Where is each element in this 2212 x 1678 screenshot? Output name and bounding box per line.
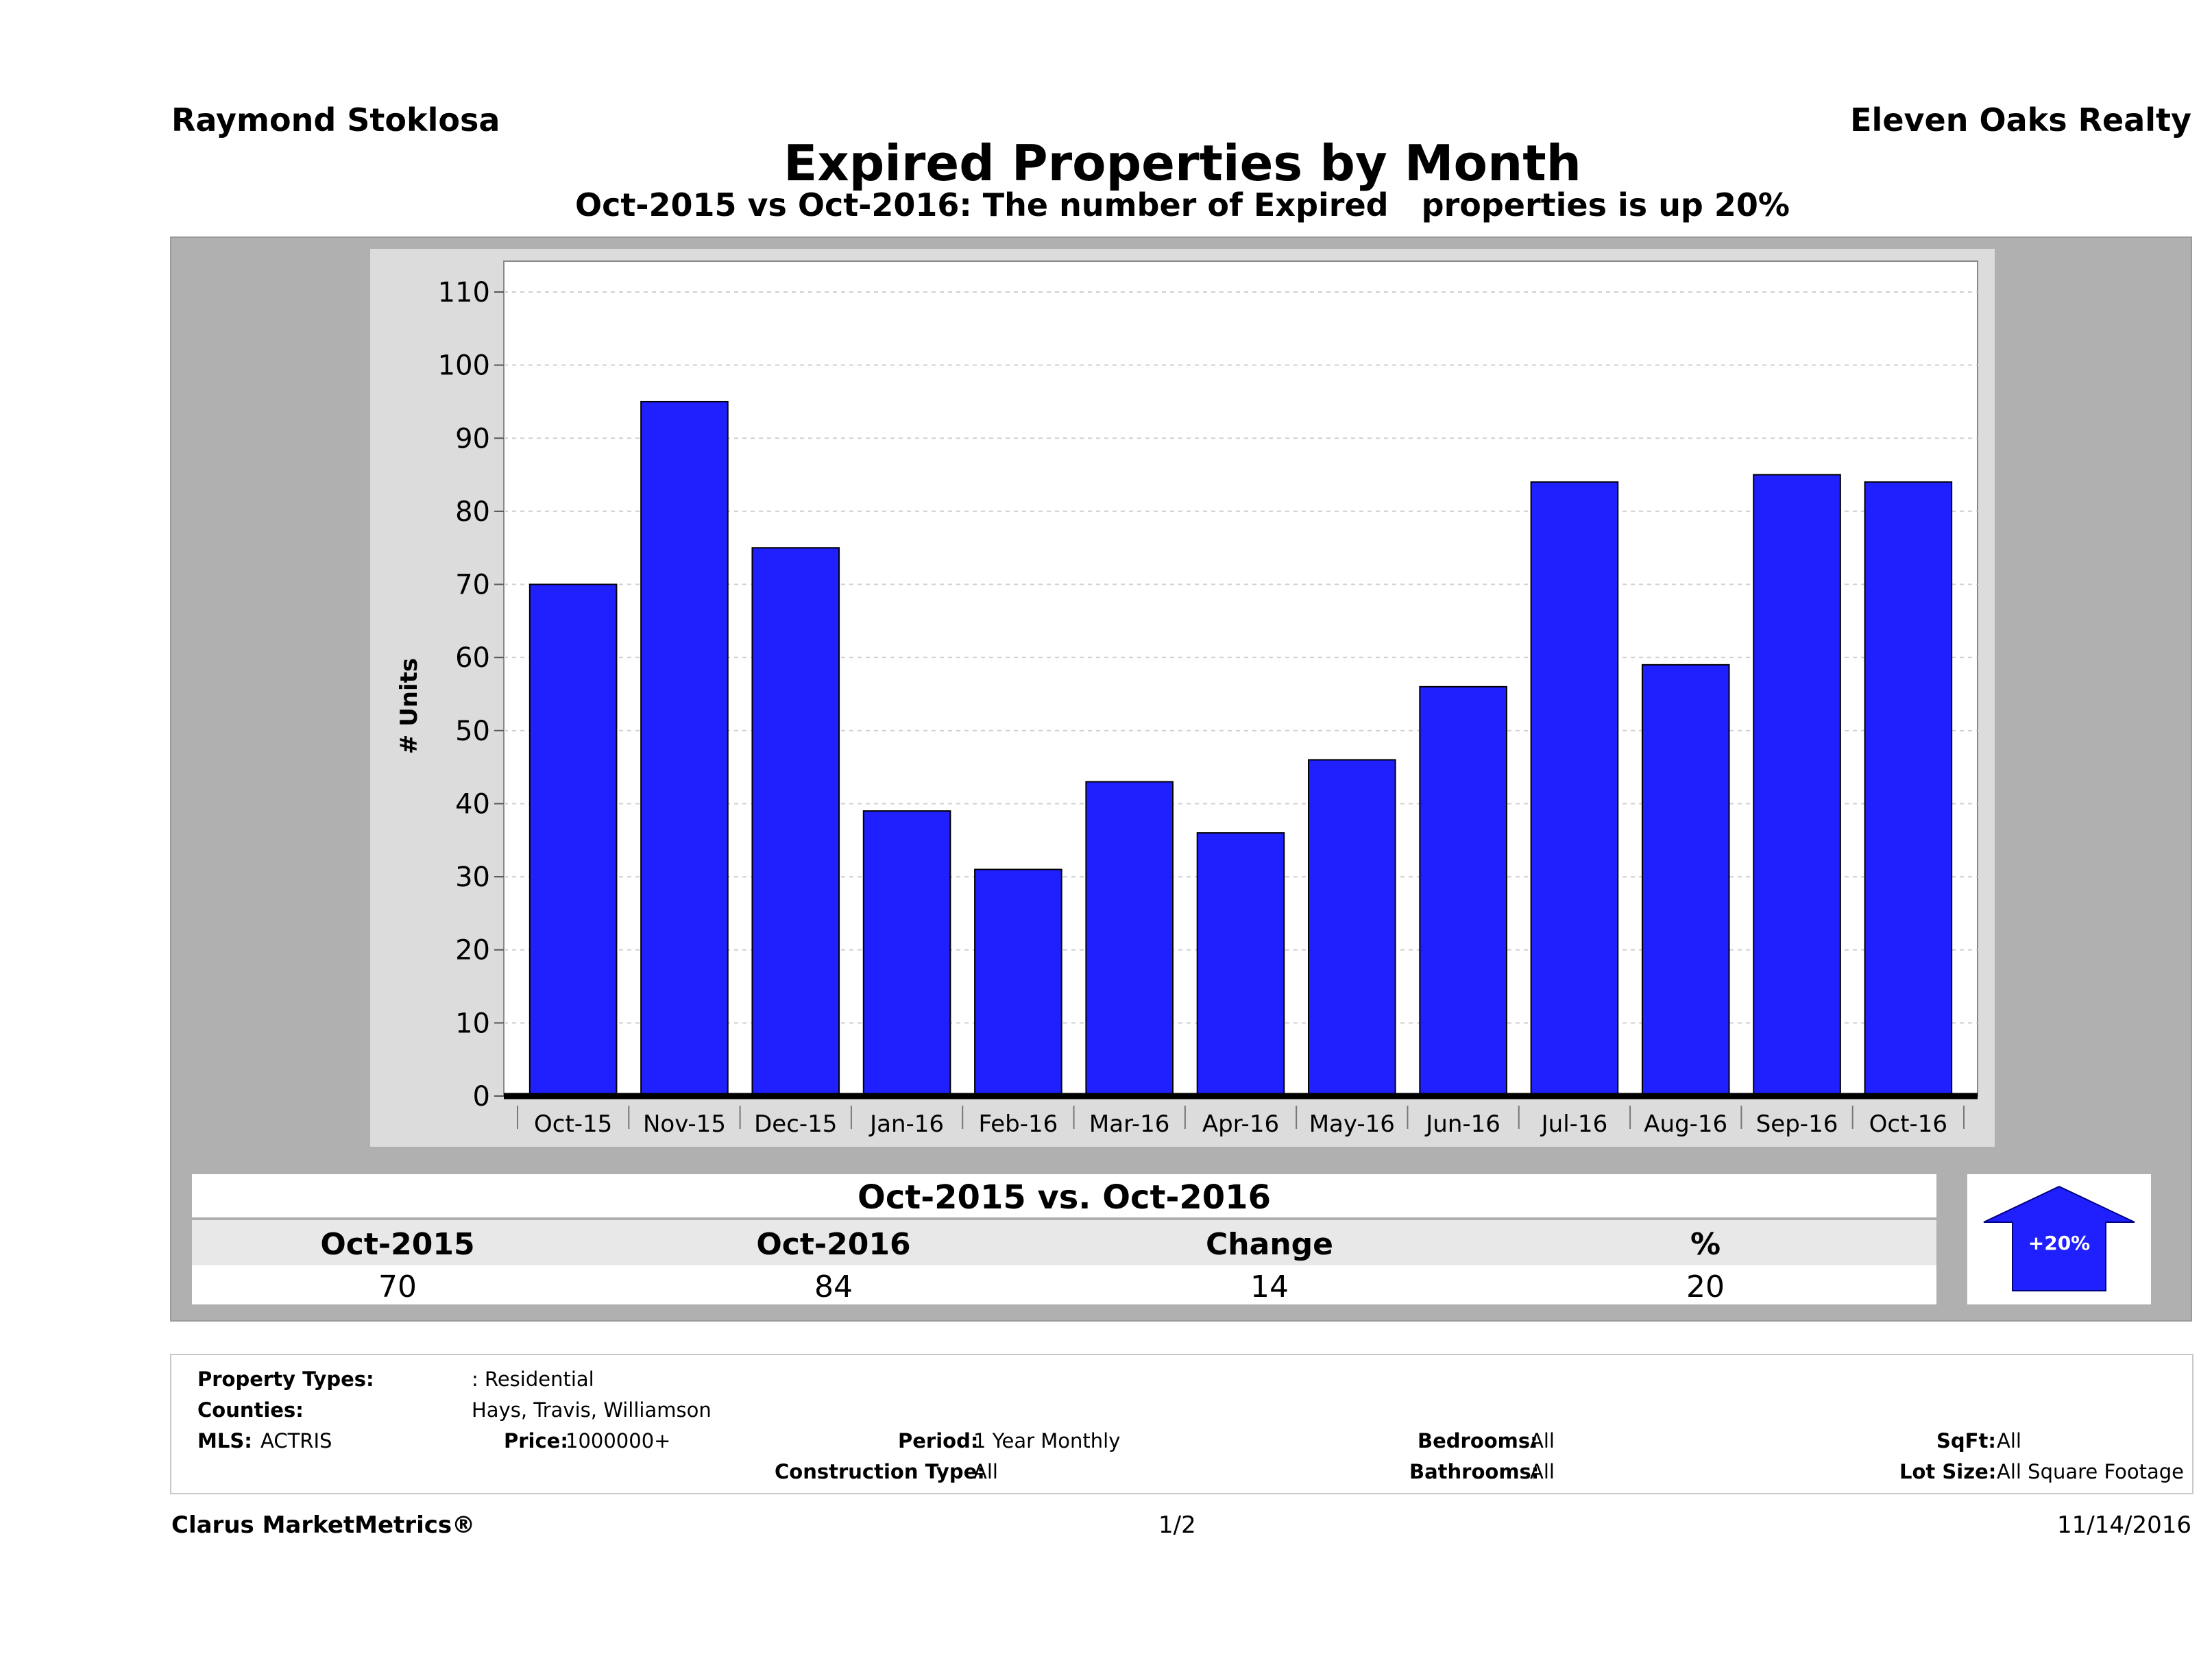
property-types-label: Property Types: — [197, 1367, 374, 1391]
construction-label: Construction Type: — [775, 1460, 985, 1483]
y-tick-label: 0 — [473, 1081, 490, 1112]
price-label: Price: — [504, 1429, 568, 1452]
summary-value-row: 70 84 14 20 — [192, 1265, 1936, 1304]
criteria-mls: MLS: — [197, 1429, 252, 1452]
y-tick-label: 90 — [455, 423, 490, 454]
search-criteria: Property Types: : Residential Counties: … — [170, 1354, 2193, 1494]
report-subtitle: Oct-2015 vs Oct-2016: The number of Expi… — [575, 186, 1790, 223]
summary-header-row: Oct-2015 Oct-2016 Change % — [192, 1220, 1936, 1265]
bar — [528, 583, 618, 1097]
bar-chart: 0 10 20 30 40 50 60 70 80 90 100 110 # Units Oct-15 No… — [396, 260, 1978, 1138]
brokerage-name: Eleven Oaks Realty — [1850, 101, 2191, 138]
y-tick-label: 20 — [455, 935, 490, 966]
change-badge: +20% — [1967, 1174, 2151, 1304]
mls-label: MLS: — [197, 1429, 252, 1452]
summary-value-prior: 70 — [378, 1269, 417, 1304]
report-title: Expired Properties by Month — [783, 134, 1581, 192]
x-tick-label: Jun-16 — [1424, 1110, 1500, 1138]
x-tick-label: May-16 — [1309, 1110, 1395, 1138]
bar — [1530, 481, 1619, 1097]
summary-header-current: Oct-2016 — [756, 1227, 911, 1262]
criteria-period: Period: — [898, 1429, 978, 1452]
bathrooms-value: All — [1530, 1460, 1555, 1483]
bar — [1196, 832, 1285, 1097]
price-value: 1000000+ — [566, 1429, 671, 1452]
x-tick-label: Apr-16 — [1202, 1110, 1279, 1138]
footer-page-number: 1/2 — [1158, 1511, 1196, 1539]
property-types-value: : Residential — [472, 1367, 594, 1391]
criteria-bedrooms: Bedrooms: — [1418, 1429, 1538, 1452]
counties-value: Hays, Travis, Williamson — [472, 1398, 712, 1422]
footer-date: 11/14/2016 — [2057, 1511, 2191, 1539]
x-tick-label: Oct-15 — [534, 1110, 612, 1138]
criteria-sqft: SqFt: — [1936, 1429, 1996, 1452]
bar — [1641, 664, 1730, 1097]
summary-value-current: 84 — [814, 1269, 853, 1304]
y-tick-label: 50 — [455, 716, 490, 747]
x-tick-label: Mar-16 — [1089, 1110, 1170, 1138]
summary-title-row: Oct-2015 vs. Oct-2016 — [192, 1174, 1936, 1217]
summary-header-prior: Oct-2015 — [320, 1227, 475, 1262]
summary-header-percent: % — [1690, 1227, 1721, 1262]
bar — [1419, 685, 1507, 1097]
criteria-counties: Counties: — [197, 1398, 304, 1422]
x-tick-label: Jan-16 — [868, 1110, 944, 1138]
bedrooms-value: All — [1530, 1429, 1555, 1452]
sqft-value: All — [1997, 1429, 2021, 1452]
counties-label: Counties: — [197, 1398, 304, 1422]
bar — [1864, 481, 1953, 1097]
agent-name: Raymond Stoklosa — [171, 101, 500, 138]
lot-size-value: All Square Footage — [1997, 1460, 2185, 1483]
y-tick-label: 60 — [455, 642, 490, 674]
x-tick-label: Feb-16 — [979, 1110, 1058, 1138]
period-value: 1 Year Monthly — [973, 1429, 1121, 1452]
x-tick-label: Nov-15 — [643, 1110, 726, 1138]
summary-header-change: Change — [1206, 1227, 1333, 1262]
x-tick-label: Sep-16 — [1756, 1110, 1838, 1138]
bar — [1308, 759, 1396, 1097]
y-axis-label: # Units — [396, 658, 423, 754]
summary-title: Oct-2015 vs. Oct-2016 — [858, 1178, 1271, 1217]
x-tick-label: Jul-16 — [1540, 1110, 1608, 1138]
y-tick-label: 40 — [455, 788, 490, 820]
summary-table: Oct-2015 vs. Oct-2016 Oct-2015 Oct-2016 … — [192, 1174, 1936, 1308]
y-tick-label: 10 — [455, 1008, 490, 1039]
bar — [1753, 474, 1841, 1097]
summary-value-change: 14 — [1250, 1269, 1289, 1304]
bar — [974, 868, 1062, 1097]
y-tick-label: 70 — [455, 570, 490, 601]
criteria-property-types: Property Types: — [197, 1367, 374, 1391]
x-tick-label: Oct-16 — [1869, 1110, 1947, 1138]
construction-value: All — [973, 1460, 998, 1483]
sqft-label: SqFt: — [1936, 1429, 1996, 1452]
badge-label: +20% — [2028, 1232, 2090, 1254]
bar — [1085, 781, 1174, 1097]
bar — [751, 547, 840, 1097]
criteria-bathrooms: Bathrooms: — [1409, 1460, 1539, 1483]
bathrooms-label: Bathrooms: — [1409, 1460, 1540, 1483]
x-tick-label: Aug-16 — [1644, 1110, 1727, 1138]
period-label: Period: — [898, 1429, 979, 1452]
up-arrow-icon — [1983, 1185, 2135, 1291]
y-tick-label: 80 — [455, 496, 490, 528]
mls-value: ACTRIS — [260, 1429, 332, 1452]
bar — [640, 400, 729, 1097]
bedrooms-label: Bedrooms: — [1418, 1429, 1538, 1452]
criteria-construction: Construction Type: — [775, 1460, 985, 1483]
lot-size-label: Lot Size: — [1899, 1460, 1997, 1483]
footer-brand: Clarus MarketMetrics® — [171, 1511, 476, 1539]
y-tick-label: 100 — [438, 350, 490, 382]
y-tick-label: 110 — [438, 277, 490, 308]
chart-frame: 0 10 20 30 40 50 60 70 80 90 100 110 # Units Oct-15 No… — [370, 249, 1995, 1147]
x-tick-label: Dec-15 — [754, 1110, 837, 1138]
criteria-price: Price: — [504, 1429, 568, 1452]
criteria-lot-size: Lot Size: — [1899, 1460, 1996, 1483]
bar — [862, 810, 951, 1097]
y-tick-label: 30 — [455, 862, 490, 893]
summary-value-percent: 20 — [1686, 1269, 1725, 1304]
